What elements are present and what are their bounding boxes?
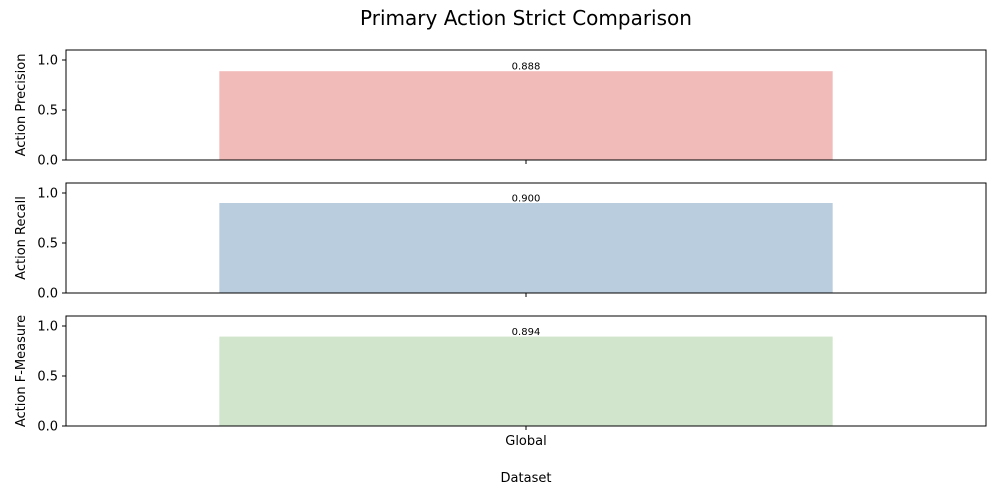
bar-2-1 [219, 203, 833, 293]
y-tick-label: 0.0 [37, 287, 58, 302]
bar-value-label: 0.888 [512, 62, 541, 73]
bar-value-label: 0.900 [512, 194, 541, 205]
bar-value-label: 0.894 [512, 327, 541, 338]
bar-1-1 [219, 71, 833, 160]
chart-title: Primary Action Strict Comparison [360, 6, 692, 30]
subplot-2: 0.900 0.0 0.5 1.0 Action Recall [14, 182, 987, 302]
x-tick-label: Global [505, 434, 546, 449]
x-axis-label: Dataset [501, 471, 552, 486]
subplot-3: 0.894 0.0 0.5 1.0 Global Action F-Measure [14, 315, 987, 449]
subplot-1: 0.888 0.0 0.5 1.0 Action Precision [14, 49, 987, 169]
y-tick-label: 0.0 [37, 154, 58, 169]
y-tick-label: 1.0 [37, 187, 58, 202]
y-tick-label: 1.0 [37, 54, 58, 69]
y-axis-label: Action F-Measure [14, 315, 29, 427]
bar-3-1 [219, 336, 833, 426]
y-tick-label: 0.5 [37, 237, 58, 252]
y-tick-label: 1.0 [37, 320, 58, 335]
y-axis-label: Action Recall [14, 196, 29, 280]
y-axis-label: Action Precision [14, 54, 29, 157]
y-tick-label: 0.5 [37, 370, 58, 385]
y-tick-label: 0.5 [37, 104, 58, 119]
y-tick-label: 0.0 [37, 420, 58, 435]
